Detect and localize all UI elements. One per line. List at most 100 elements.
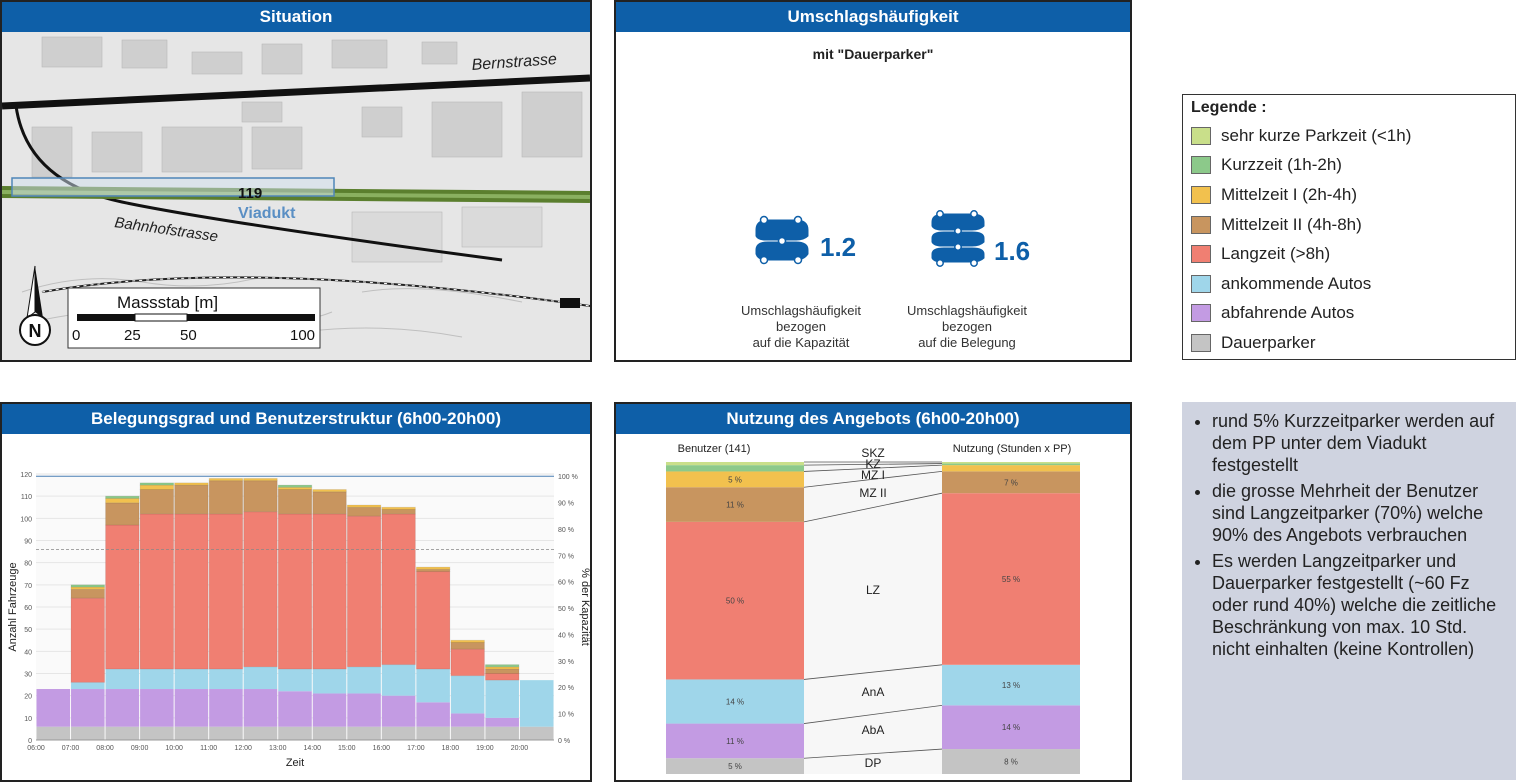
bar-segment bbox=[139, 484, 175, 491]
legend-item: Mittelzeit II (4h-8h) bbox=[1189, 210, 1509, 240]
cars-stacked-icon bbox=[931, 210, 985, 267]
cars-icon bbox=[755, 215, 809, 265]
y-tick-label: 70 bbox=[24, 583, 32, 590]
legend-title: Legende : bbox=[1191, 99, 1267, 116]
segment-name-label: KZ bbox=[865, 457, 880, 471]
site-name: Viadukt bbox=[238, 205, 296, 222]
x-tick-label: 09:00 bbox=[131, 745, 149, 752]
segment-value-label: 13 % bbox=[1002, 681, 1020, 690]
bar-segment bbox=[346, 515, 382, 668]
connector-line bbox=[803, 664, 943, 680]
legend-label: Mittelzeit II (4h-8h) bbox=[1221, 214, 1362, 234]
stack-segment bbox=[942, 664, 1080, 706]
bar-segment bbox=[243, 477, 278, 482]
connector-line bbox=[803, 464, 943, 472]
occupancy-chart: 0 10 20 30 40 50 60 70 80 90 100 110 120 0 % 10 % 20 % 3… bbox=[7, 472, 590, 769]
connector-line bbox=[803, 492, 943, 523]
bar-segment bbox=[416, 726, 450, 740]
bar-segment bbox=[208, 480, 244, 515]
bar-segment bbox=[519, 680, 554, 727]
connector-line bbox=[803, 463, 943, 466]
bar-segment bbox=[174, 482, 209, 486]
legend-item: Kurzzeit (1h-2h) bbox=[1189, 151, 1509, 181]
y-tick-label: 110 bbox=[21, 494, 32, 501]
bar-segment bbox=[277, 484, 313, 488]
legend-swatch bbox=[1191, 126, 1211, 145]
bar-segment bbox=[450, 639, 485, 643]
bar-segment bbox=[312, 726, 347, 740]
bar-segment bbox=[105, 524, 140, 670]
segment-value-label: 14 % bbox=[726, 698, 744, 707]
bar-segment bbox=[278, 726, 312, 740]
legend-item: Mittelzeit I (2h-4h) bbox=[1189, 180, 1509, 210]
column-header: Nutzung (Stunden x PP) bbox=[953, 443, 1072, 455]
bar-segment bbox=[381, 664, 416, 696]
bar-segment bbox=[415, 566, 451, 570]
y2-tick-label: 80 % bbox=[558, 527, 574, 534]
caption-line: bezogen bbox=[942, 319, 992, 334]
bar-segment bbox=[312, 491, 347, 515]
legend-item: ankommende Autos bbox=[1189, 269, 1509, 299]
bar-segment bbox=[105, 726, 140, 740]
bar-segment bbox=[71, 726, 105, 740]
bar-segment bbox=[243, 511, 278, 668]
bar-segment bbox=[278, 691, 312, 727]
note-item: Es werden Langzeitparker und Dauerparker… bbox=[1212, 550, 1504, 660]
y2-tick-label: 50 % bbox=[558, 606, 574, 613]
x-tick-label: 11:00 bbox=[200, 745, 217, 752]
bar-segment bbox=[312, 693, 347, 727]
segment-name-label: LZ bbox=[866, 583, 880, 597]
legend-label: Mittelzeit I (2h-4h) bbox=[1221, 184, 1358, 204]
y2-tick-label: 20 % bbox=[558, 685, 574, 692]
bar-segment bbox=[174, 726, 209, 740]
bar-segment bbox=[416, 702, 450, 727]
legend-label: Kurzzeit (1h-2h) bbox=[1221, 155, 1342, 175]
bar-segment bbox=[70, 588, 106, 599]
stack-segment bbox=[666, 521, 804, 680]
column-header: Benutzer (141) bbox=[678, 443, 751, 455]
north-label: N bbox=[29, 321, 42, 341]
bar-segment bbox=[243, 666, 278, 690]
x-tick-label: 12:00 bbox=[234, 745, 252, 752]
y2-tick-label: 60 % bbox=[558, 580, 574, 587]
segment-value-label: 55 % bbox=[1002, 575, 1020, 584]
stack-segment bbox=[666, 471, 804, 488]
bar-segment bbox=[381, 506, 416, 510]
bar-segment bbox=[450, 713, 485, 727]
x-tick-label: 19:00 bbox=[476, 745, 494, 752]
stack-segment bbox=[942, 493, 1080, 665]
bar-segment bbox=[347, 693, 381, 727]
bar-segment bbox=[139, 489, 175, 515]
legend-label: abfahrende Autos bbox=[1221, 303, 1355, 323]
bar-segment bbox=[209, 726, 243, 740]
bar-segment bbox=[381, 726, 416, 740]
bar-segment bbox=[70, 597, 106, 683]
segment-name-label: AnA bbox=[862, 685, 885, 699]
caption-line: Umschlagshäufigkeit bbox=[741, 303, 861, 318]
bar-segment bbox=[208, 513, 244, 670]
bar-segment bbox=[381, 513, 416, 666]
bar-segment bbox=[484, 666, 520, 670]
y-tick-label: 120 bbox=[20, 472, 32, 479]
y-tick-label: 0 bbox=[28, 738, 32, 745]
caption-line: auf die Belegung bbox=[918, 335, 1016, 350]
legend-item: abfahrende Autos bbox=[1189, 299, 1509, 329]
bar-segment bbox=[243, 689, 278, 727]
y-tick-label: 50 bbox=[24, 627, 32, 634]
connector-line bbox=[803, 704, 943, 724]
y-tick-label: 10 bbox=[24, 716, 32, 723]
y-tick-label: 80 bbox=[24, 561, 32, 568]
bar-segment bbox=[485, 680, 519, 718]
bar-segment bbox=[139, 513, 175, 670]
connector-line bbox=[803, 470, 943, 488]
legend-swatch bbox=[1191, 274, 1211, 293]
legend-label: ankommende Autos bbox=[1221, 273, 1372, 293]
y-tick-label: 20 bbox=[24, 694, 32, 701]
bar-segment bbox=[243, 726, 278, 740]
segment-name-label: DP bbox=[865, 756, 882, 770]
situation-title: Situation bbox=[2, 2, 590, 32]
scale-tick-50: 50 bbox=[180, 327, 197, 344]
bar-segment bbox=[485, 717, 519, 727]
stack-segment bbox=[666, 465, 804, 472]
legend-swatch bbox=[1191, 333, 1211, 352]
